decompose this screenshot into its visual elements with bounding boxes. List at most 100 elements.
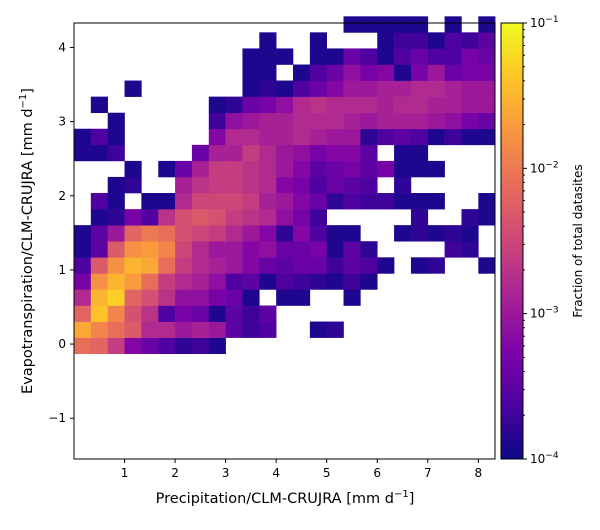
heatmap-cell xyxy=(343,160,361,178)
y-tick-label: 2 xyxy=(58,189,66,203)
heatmap-cell xyxy=(427,80,445,97)
heatmap-cell xyxy=(90,193,108,210)
heatmap-cell xyxy=(191,144,210,162)
heatmap-cell xyxy=(427,64,445,81)
heatmap-cell xyxy=(107,289,125,306)
x-tick-label: 7 xyxy=(424,466,432,480)
heatmap-cell xyxy=(107,112,125,130)
heatmap-cell xyxy=(478,209,496,226)
heatmap-cell xyxy=(175,225,193,242)
heatmap-cell xyxy=(158,289,176,306)
heatmap-cell xyxy=(124,273,142,290)
x-tick-label: 4 xyxy=(272,466,280,480)
heatmap-cell xyxy=(191,257,210,274)
heatmap-cell xyxy=(309,112,327,130)
heatmap-cell xyxy=(394,144,412,162)
heatmap-cell xyxy=(242,305,260,322)
heatmap-cell xyxy=(107,241,125,258)
heatmap-cell xyxy=(461,112,479,130)
heatmap-cell xyxy=(292,96,311,114)
heatmap-cell xyxy=(90,144,108,162)
heatmap-cell xyxy=(225,273,243,290)
heatmap-cell xyxy=(259,96,277,114)
heatmap-cell xyxy=(326,176,344,194)
heatmap-cell xyxy=(259,48,277,65)
colorbar-tick-label: 10−3 xyxy=(530,306,559,321)
heatmap-cell xyxy=(309,160,327,178)
heatmap-cell xyxy=(326,273,344,290)
heatmap-cell xyxy=(208,160,226,178)
heatmap-cell xyxy=(225,176,243,194)
heatmap-cell xyxy=(124,160,142,178)
heatmap-cell xyxy=(326,225,344,242)
heatmap-cell xyxy=(191,321,210,338)
heatmap-cell xyxy=(410,48,429,65)
heatmap-cell xyxy=(242,128,260,146)
heatmap-cell xyxy=(191,241,210,258)
heatmap-cell xyxy=(259,176,277,194)
heatmap-cell xyxy=(259,160,277,178)
heatmap-cell xyxy=(107,144,125,162)
heatmap-cell xyxy=(309,209,327,226)
heatmap-cell xyxy=(141,241,159,258)
heatmap-cell xyxy=(107,305,125,322)
heatmap-cell xyxy=(309,193,327,210)
heatmap-cell xyxy=(461,48,479,65)
x-axis-label: Precipitation/CLM-CRUJRA [mm d−1] xyxy=(156,489,415,507)
heatmap-cell xyxy=(242,96,260,114)
heatmap-cell xyxy=(124,80,142,97)
heatmap-cell xyxy=(292,257,311,274)
heatmap-cell xyxy=(74,289,92,306)
heatmap-cell xyxy=(225,257,243,274)
colorbar-tick-label: 10−2 xyxy=(530,160,559,175)
heatmap-cell xyxy=(90,273,108,290)
heatmap-cell xyxy=(107,176,125,194)
heatmap-cell xyxy=(141,305,159,322)
heatmap-cell xyxy=(394,112,412,130)
heatmap-cell xyxy=(208,112,226,130)
heatmap-cell xyxy=(427,32,445,49)
heatmap-cell xyxy=(326,321,344,338)
heatmap-cell xyxy=(242,273,260,290)
heatmap-cell xyxy=(394,96,412,114)
heatmap-cell xyxy=(225,128,243,146)
heatmap-cell xyxy=(141,273,159,290)
heatmap-cell xyxy=(377,64,395,81)
heatmap-cell xyxy=(208,144,226,162)
heatmap-cells xyxy=(74,16,496,355)
heatmap-cell xyxy=(461,32,479,49)
heatmap-cell xyxy=(343,16,361,33)
heatmap-cell xyxy=(208,321,226,338)
heatmap-cell xyxy=(478,128,496,146)
heatmap-cell xyxy=(444,80,462,97)
heatmap-cell xyxy=(427,48,445,65)
heatmap-cell xyxy=(276,160,294,178)
heatmap-cell xyxy=(309,176,327,194)
heatmap-cell xyxy=(259,144,277,162)
heatmap-cell xyxy=(377,80,395,97)
heatmap-cell xyxy=(208,337,226,355)
heatmap-cell xyxy=(394,225,412,242)
heatmap-cell xyxy=(276,144,294,162)
heatmap-cell xyxy=(394,176,412,194)
heatmap-cell xyxy=(343,80,361,97)
heatmap-cell xyxy=(360,96,378,114)
heatmap-cell xyxy=(360,128,378,146)
heatmap-cell xyxy=(377,128,395,146)
heatmap-cell xyxy=(343,48,361,65)
heatmap-cell xyxy=(394,128,412,146)
heatmap-cell xyxy=(394,80,412,97)
heatmap-cell xyxy=(259,273,277,290)
heatmap-cell xyxy=(276,241,294,258)
heatmap-cell xyxy=(158,257,176,274)
heatmap-cell xyxy=(360,48,378,65)
heatmap-cell xyxy=(90,257,108,274)
heatmap-cell xyxy=(377,112,395,130)
heatmap-cell xyxy=(410,144,429,162)
heatmap-cell xyxy=(444,241,462,258)
heatmap-cell xyxy=(191,193,210,210)
heatmap-cell xyxy=(394,16,412,33)
heatmap-cell xyxy=(360,193,378,210)
heatmap-cell xyxy=(377,16,395,33)
heatmap-cell xyxy=(326,48,344,65)
